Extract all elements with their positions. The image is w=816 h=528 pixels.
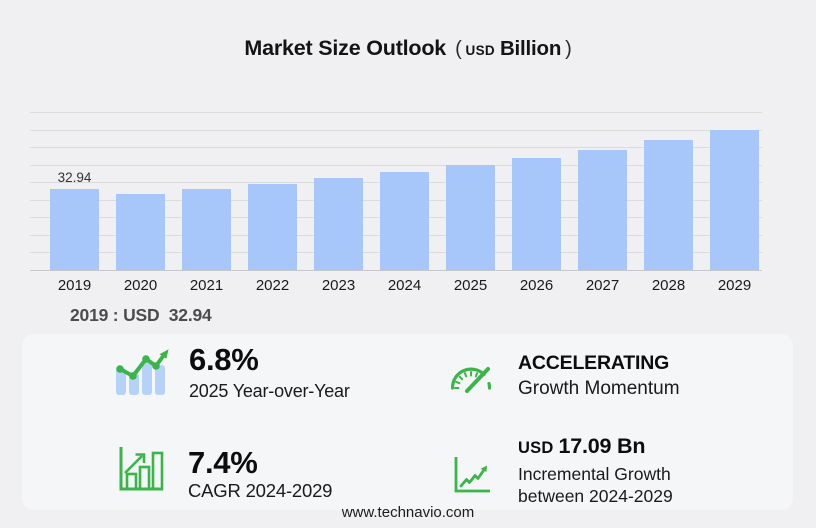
stat-momentum-label: Growth Momentum [518, 378, 680, 399]
stat-incremental-label-line1: Incremental Growth [518, 464, 671, 484]
bar-2026 [512, 158, 561, 270]
stat-yoy: 6.8% 2025 Year-over-Year [112, 343, 350, 402]
gauge-icon [450, 367, 492, 393]
line-growth-icon [454, 457, 490, 493]
bar-value-label: 32.94 [57, 170, 92, 185]
x-axis-label-2022: 2022 [255, 277, 290, 294]
x-axis-label-2024: 2024 [387, 277, 422, 294]
x-axis-label-2019: 2019 [57, 277, 92, 294]
x-axis-label-2027: 2027 [585, 277, 620, 294]
x-axis-label-2023: 2023 [321, 277, 356, 294]
bar-2023 [314, 178, 363, 270]
stat-cagr-value: 7.4% [188, 445, 258, 480]
bar-2028 [644, 140, 693, 270]
plot-area: 32.94 [30, 112, 762, 271]
bar-2024 [380, 172, 429, 270]
x-axis-label-2025: 2025 [453, 277, 488, 294]
stat-cagr: 7.4% CAGR 2024-2029 [116, 446, 332, 502]
title-currency: USD [465, 43, 495, 58]
stat-incremental-value-line: USD 17.09 Bn [518, 434, 673, 459]
title-unit: Billion [499, 37, 562, 60]
stat-yoy-value: 6.8% [189, 342, 259, 377]
x-axis-label-2028: 2028 [651, 277, 686, 294]
chart-title: Market Size Outlook (USD Billion) [0, 36, 816, 61]
x-axis: 2019 2020 2021 2022 2023 2024 2025 2026 2027 2028… [30, 270, 762, 300]
x-axis-label-2026: 2026 [519, 277, 554, 294]
x-axis-label-2029: 2029 [717, 277, 752, 294]
gridline [30, 164, 762, 166]
bar-2019 [50, 189, 99, 270]
stat-incremental-prefix: USD [518, 439, 554, 457]
bar-2021 [182, 189, 231, 270]
bar-2022 [248, 184, 297, 270]
title-paren-open: ( [455, 38, 462, 60]
stat-momentum: ACCELERATING Growth Momentum [448, 352, 680, 400]
bar-2029 [710, 130, 759, 270]
stat-yoy-label: 2025 Year-over-Year [189, 381, 350, 401]
chart-title-main: Market Size Outlook [244, 36, 447, 60]
gridline [30, 147, 762, 148]
stat-incremental: USD 17.09 Bn Incremental Growth between 2… [452, 434, 673, 507]
stat-incremental-value: 17.09 Bn [558, 434, 646, 458]
stat-incremental-label-line2: between 2024-2029 [518, 486, 673, 506]
bar-2025 [446, 165, 495, 270]
gridline [30, 129, 762, 131]
x-axis-label-2020: 2020 [123, 277, 158, 294]
x-axis-label-2021: 2021 [189, 277, 224, 294]
bar-2020 [116, 194, 165, 270]
stat-momentum-value: ACCELERATING [518, 352, 670, 374]
bar-2027 [578, 150, 627, 270]
title-paren-close: ) [565, 38, 572, 60]
stat-cagr-label: CAGR 2024-2029 [188, 480, 333, 501]
bar-chart: 32.94 2019 2020 2021 2022 2023 2024 2025 2026 20… [30, 112, 762, 300]
footer-link[interactable]: www.technavio.com [341, 504, 475, 521]
x-axis-line [30, 269, 762, 271]
callout-2019-value: 2019 : USD 32.94 [70, 305, 212, 325]
growth-bars-icon [119, 447, 164, 491]
bar-trend-icon [116, 349, 169, 395]
gridline [30, 112, 762, 113]
footer: www.technavio.com [0, 504, 816, 521]
